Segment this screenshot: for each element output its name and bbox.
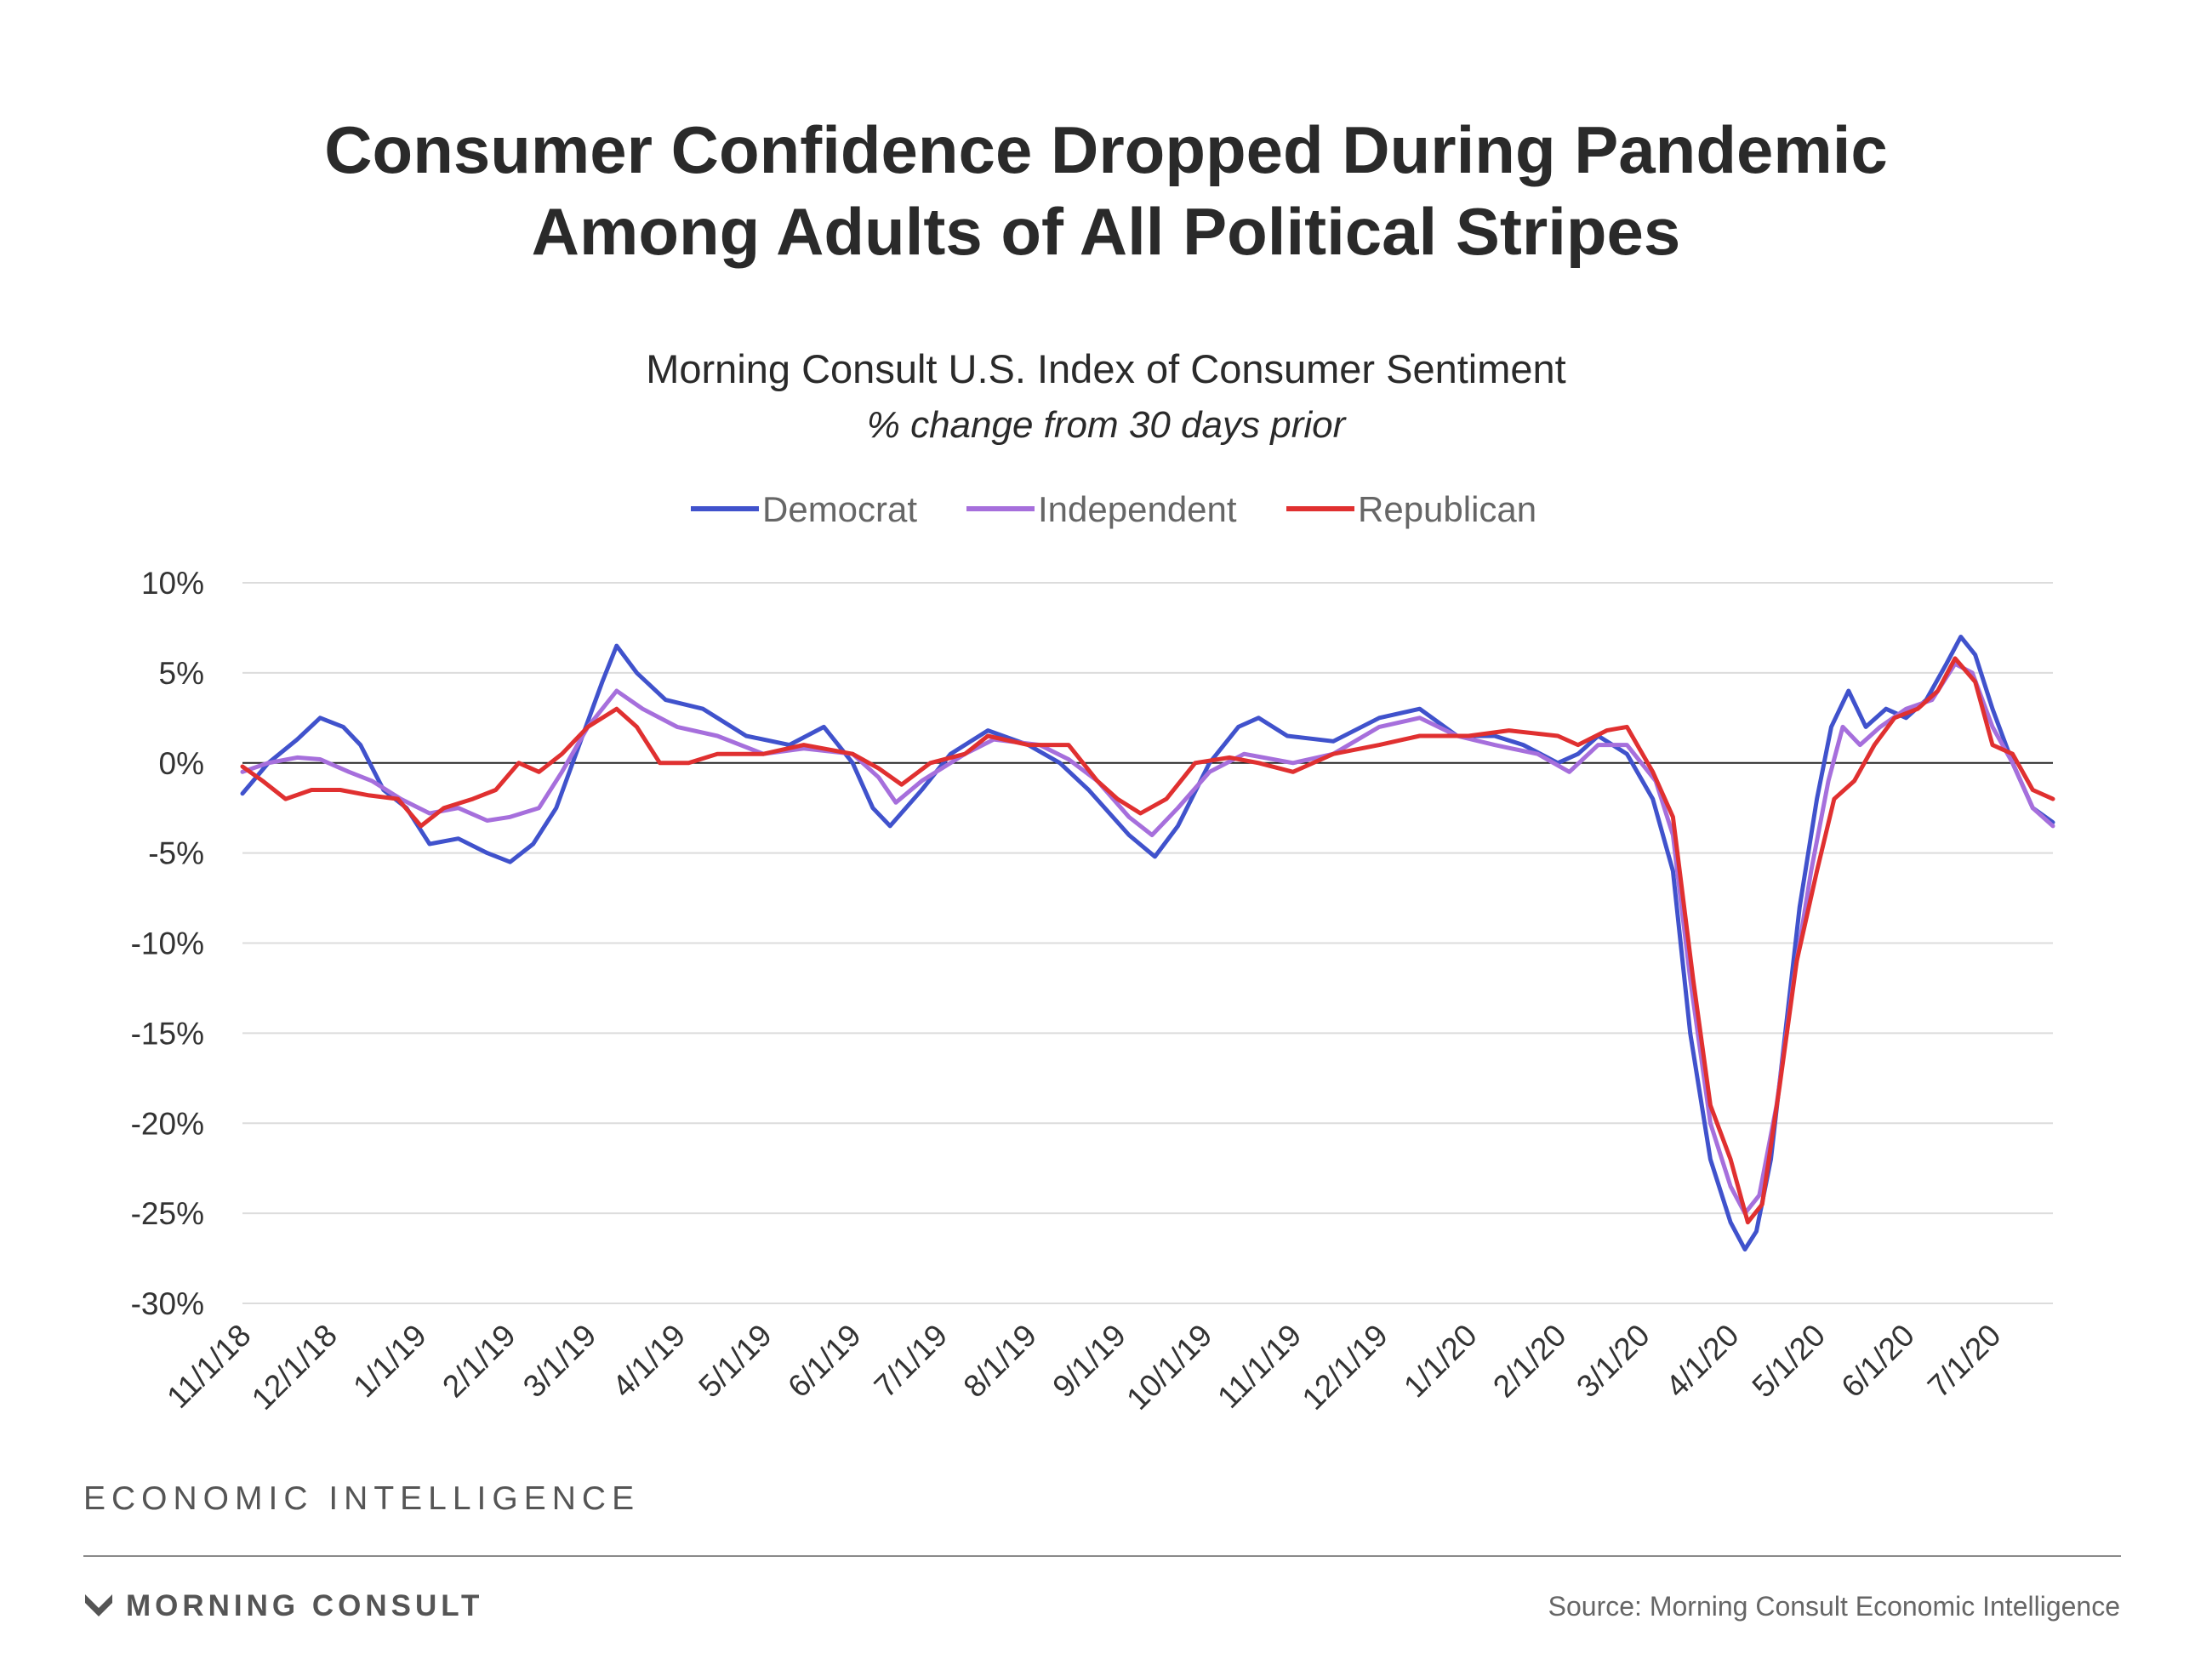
y-tick-label: -10%	[131, 926, 204, 961]
x-tick-label: 11/1/18	[160, 1318, 257, 1415]
legend-label-independent: Independent	[1038, 489, 1237, 529]
source-note: Source: Morning Consult Economic Intelli…	[1548, 1591, 2120, 1622]
x-tick-label: 6/1/20	[1834, 1318, 1921, 1405]
x-tick-label: 7/1/20	[1921, 1318, 2008, 1405]
chart-title-line2: Among Adults of All Political Stripes	[531, 194, 1681, 269]
chart-subtitle: Morning Consult U.S. Index of Consumer S…	[646, 346, 1566, 391]
y-tick-label: -30%	[131, 1286, 204, 1321]
chart-unit-subtitle: % change from 30 days prior	[866, 404, 1346, 446]
legend-label-democrat: Democrat	[762, 489, 917, 529]
y-axis-ticks: 10% 5% 0% -5% -10% -15% -20% -25% -30%	[131, 566, 204, 1321]
x-tick-label: 6/1/19	[781, 1318, 868, 1405]
x-tick-label: 3/1/19	[516, 1318, 603, 1405]
x-tick-label: 5/1/19	[692, 1318, 778, 1405]
logo-text: MORNING CONSULT	[126, 1589, 484, 1622]
footer-logo: MORNING CONSULT	[83, 1589, 483, 1623]
x-tick-label: 12/1/18	[245, 1318, 344, 1417]
x-tick-label: 2/1/20	[1486, 1318, 1573, 1405]
x-tick-label: 3/1/20	[1570, 1318, 1656, 1405]
y-tick-label: 5%	[159, 656, 204, 691]
x-tick-label: 1/1/20	[1397, 1318, 1484, 1405]
y-tick-label: -20%	[131, 1106, 204, 1141]
chart-title-line1: Consumer Confidence Dropped During Pande…	[324, 112, 1888, 187]
x-tick-label: 4/1/20	[1659, 1318, 1746, 1405]
series-line-independent	[240, 661, 2055, 1216]
series-lines	[240, 635, 2055, 1251]
x-tick-label: 7/1/19	[868, 1318, 955, 1405]
chart-title: Consumer Confidence Dropped During Pande…	[0, 109, 2212, 272]
x-tick-label: 12/1/19	[1296, 1318, 1394, 1417]
y-tick-label: 0%	[159, 746, 204, 781]
x-tick-label: 1/1/19	[346, 1318, 433, 1405]
y-tick-label: -25%	[131, 1196, 204, 1231]
y-tick-label: -15%	[131, 1016, 204, 1051]
footer-divider	[83, 1555, 2121, 1557]
x-tick-label: 2/1/19	[436, 1318, 522, 1405]
morning-consult-logo-icon	[85, 1594, 112, 1616]
x-tick-label: 8/1/19	[957, 1318, 1044, 1405]
y-tick-label: 10%	[141, 566, 204, 601]
gridlines	[242, 582, 2053, 1304]
series-line-democrat	[240, 635, 2055, 1251]
legend: Democrat Independent Republican	[691, 489, 1536, 529]
x-tick-label: 11/1/19	[1211, 1318, 1308, 1415]
brand-label: ECONOMIC INTELLIGENCE	[83, 1480, 641, 1517]
x-tick-label: 4/1/19	[606, 1318, 693, 1405]
x-tick-label: 10/1/19	[1120, 1318, 1218, 1417]
series-line-republican	[240, 656, 2055, 1225]
x-tick-label: 5/1/20	[1746, 1318, 1833, 1405]
legend-label-republican: Republican	[1358, 489, 1536, 529]
y-tick-label: -5%	[148, 836, 204, 871]
line-chart: Democrat Independent Republican 10% 5% 0% -5%…	[131, 489, 2055, 1417]
